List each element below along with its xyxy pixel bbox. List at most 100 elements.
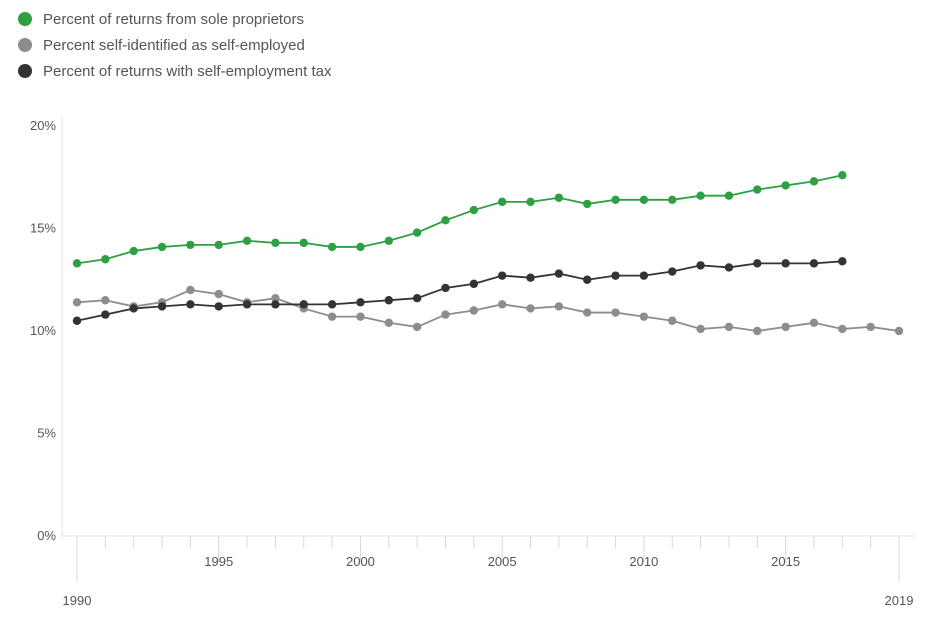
data-point (327, 312, 337, 321)
data-point (497, 197, 507, 207)
series-line-1 (76, 289, 900, 332)
data-point (101, 296, 110, 305)
data-point (271, 300, 280, 309)
data-point (526, 197, 535, 207)
y-tick-label: 15% (30, 221, 56, 236)
legend-dot-icon (18, 64, 32, 78)
data-point (781, 259, 790, 268)
data-point (214, 240, 223, 250)
legend-dot-icon (18, 12, 32, 26)
y-tick-label: 10% (30, 323, 56, 338)
data-point (696, 261, 705, 270)
y-tick-label: 0% (37, 528, 56, 543)
data-point (526, 304, 535, 313)
y-tick-label: 5% (37, 426, 56, 441)
data-point (583, 199, 592, 209)
data-point (611, 271, 620, 280)
data-point (554, 193, 564, 202)
data-point (327, 300, 337, 309)
data-point (327, 242, 337, 252)
data-point (72, 259, 82, 268)
data-point (186, 240, 195, 250)
data-point (129, 246, 138, 256)
legend-item-self-employment-tax: Percent of returns with self-employment … (18, 58, 331, 84)
data-point (356, 242, 365, 252)
data-point (554, 269, 564, 278)
data-point (242, 236, 252, 245)
data-point (838, 324, 847, 334)
data-point (299, 238, 308, 248)
data-point (469, 306, 479, 315)
legend-item-self-identified: Percent self-identified as self-employed (18, 32, 331, 58)
series-line-2 (76, 260, 843, 322)
data-point (469, 205, 479, 215)
data-point (299, 300, 308, 309)
data-point (356, 298, 365, 307)
data-point (554, 302, 564, 311)
data-point (724, 322, 734, 332)
data-point (583, 275, 592, 284)
data-point (157, 242, 167, 252)
data-point (101, 255, 110, 264)
data-point (72, 316, 82, 325)
data-point (441, 283, 450, 293)
data-point (384, 318, 393, 327)
data-point (583, 308, 592, 317)
data-point (526, 273, 535, 282)
data-point (668, 267, 677, 276)
data-point (611, 308, 620, 317)
data-point (753, 259, 762, 268)
data-point (186, 300, 195, 309)
data-point (639, 271, 649, 280)
data-point (356, 312, 365, 321)
x-tick-label: 2015 (771, 554, 800, 569)
data-point (838, 171, 847, 180)
data-point (497, 271, 507, 280)
data-point (668, 316, 677, 325)
legend-dot-icon (18, 38, 32, 52)
x-tick-label: 2019 (885, 593, 914, 608)
legend-label: Percent of returns from sole proprietors (43, 10, 304, 28)
data-point (809, 259, 819, 268)
x-tick-label: 2000 (346, 554, 375, 569)
data-point (271, 294, 280, 303)
data-point (497, 300, 507, 309)
data-point (129, 304, 138, 313)
data-point (441, 216, 450, 225)
data-point (214, 289, 223, 299)
data-point (157, 302, 167, 311)
data-point (101, 310, 110, 319)
data-point (214, 302, 223, 311)
data-point (384, 296, 393, 305)
data-point (186, 285, 195, 295)
data-point (384, 236, 393, 245)
data-point (639, 312, 649, 321)
data-point (412, 294, 422, 303)
data-point (271, 238, 280, 248)
data-point (611, 195, 620, 204)
data-point (412, 228, 422, 237)
y-tick-label: 20% (30, 118, 56, 133)
x-tick-label: 1995 (204, 554, 233, 569)
legend-label: Percent self-identified as self-employed (43, 36, 305, 54)
data-point (809, 318, 819, 327)
x-tick-label: 2010 (629, 554, 658, 569)
data-point (781, 181, 790, 190)
data-point (724, 191, 734, 200)
data-point (412, 322, 422, 332)
data-point (838, 257, 847, 266)
series-line-0 (76, 174, 843, 265)
data-point (866, 322, 875, 332)
legend-item-sole-proprietors: Percent of returns from sole proprietors (18, 6, 331, 32)
data-point (441, 310, 450, 319)
data-point (696, 324, 705, 334)
data-point (72, 298, 82, 307)
data-point (696, 191, 705, 200)
data-point (668, 195, 677, 204)
data-point (242, 300, 252, 309)
data-point (469, 279, 479, 289)
data-point (724, 263, 734, 272)
data-point (809, 177, 819, 186)
data-point (753, 185, 762, 194)
